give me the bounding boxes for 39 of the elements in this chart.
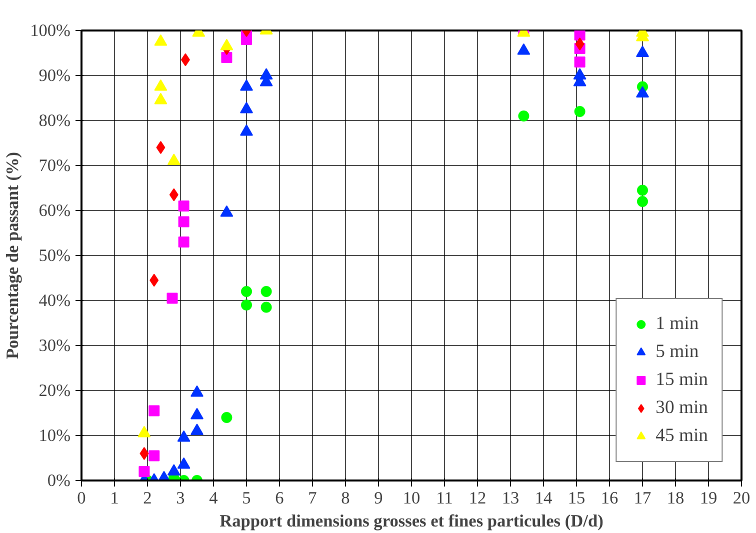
legend-label: 15 min <box>656 369 708 391</box>
x-tick-label: 6 <box>275 488 284 508</box>
x-tick-label: 11 <box>436 488 453 508</box>
x-tick-label: 9 <box>374 488 383 508</box>
y-tick-label: 10% <box>38 426 71 445</box>
x-tick-label: 3 <box>176 488 185 508</box>
x-tick-label: 17 <box>634 488 652 508</box>
y-tick-label: 90% <box>38 66 71 85</box>
y-axis-title: Pourcentage de passant (%) <box>3 152 22 360</box>
x-tick-label: 2 <box>143 488 152 508</box>
x-tick-label: 7 <box>308 488 318 508</box>
y-tick-label: 80% <box>38 111 71 130</box>
x-tick-label: 4 <box>209 488 218 508</box>
y-tick-label: 70% <box>38 156 71 175</box>
y-tick-label: 30% <box>38 336 71 355</box>
x-tick-label: 18 <box>666 488 684 508</box>
y-tick-label: 20% <box>38 381 71 400</box>
x-tick-label: 1 <box>110 488 119 508</box>
legend-label: 5 min <box>656 341 699 363</box>
x-tick-label: 12 <box>468 488 486 508</box>
legend-label: 1 min <box>656 313 699 335</box>
x-tick-label: 19 <box>700 488 718 508</box>
y-tick-label: 100% <box>30 21 71 40</box>
y-tick-label: 40% <box>38 291 71 310</box>
y-tick-label: 60% <box>38 201 71 220</box>
x-axis-title: Rapport dimensions grosses et fines particules (D/d) <box>220 512 604 530</box>
x-tick-label: 0 <box>77 488 86 508</box>
x-tick-label: 5 <box>242 488 251 508</box>
legend-label: 45 min <box>656 425 708 447</box>
x-tick-label: 13 <box>502 488 520 508</box>
legend-label: 30 min <box>656 397 708 419</box>
x-tick-label: 10 <box>402 488 420 508</box>
x-tick-label: 16 <box>600 488 618 508</box>
y-tick-label: 0% <box>47 471 71 490</box>
x-tick-label: 8 <box>341 488 350 508</box>
y-tick-label: 50% <box>38 246 71 265</box>
x-tick-label: 15 <box>568 488 586 508</box>
x-tick-label: 20 <box>732 488 750 508</box>
x-tick-label: 14 <box>534 488 552 508</box>
